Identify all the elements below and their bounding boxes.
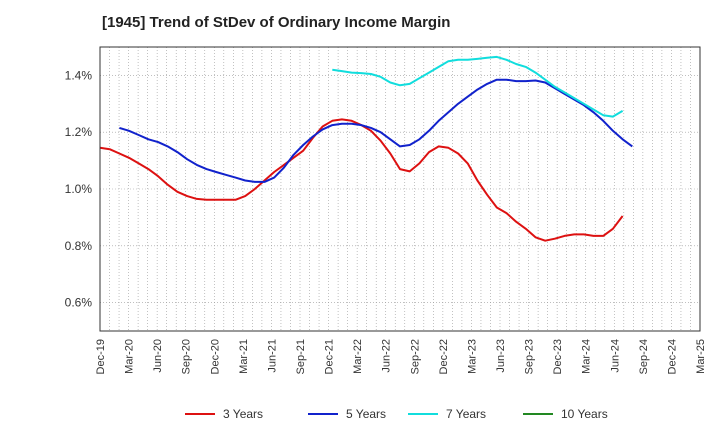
legend-label: 3 Years (223, 407, 263, 421)
y-tick-label: 1.4% (65, 68, 93, 82)
x-tick-label: Jun-22 (381, 339, 393, 373)
y-axis-ticks: 0.6% 0.8% 1.0% 1.2% 1.4% (65, 68, 93, 309)
chart-title: [1945] Trend of StDev of Ordinary Income… (102, 14, 451, 31)
x-tick-label: Mar-22 (352, 339, 364, 374)
x-tick-label: Mar-23 (466, 339, 478, 374)
x-tick-label: Dec-19 (95, 339, 107, 374)
x-tick-label: Dec-23 (552, 339, 564, 374)
x-tick-label: Sep-20 (181, 339, 193, 374)
legend: 3 Years 5 Years 7 Years 10 Years (185, 407, 608, 421)
x-tick-label: Sep-24 (638, 339, 650, 374)
x-tick-label: Mar-24 (581, 339, 593, 374)
grid-layer (100, 47, 700, 331)
legend-label: 10 Years (561, 407, 608, 421)
y-tick-label: 0.8% (65, 239, 93, 253)
plot-frame (99, 46, 701, 332)
y-tick-label: 1.2% (65, 125, 93, 139)
x-tick-label: Sep-23 (524, 339, 536, 374)
x-tick-label: Jun-20 (152, 339, 164, 373)
series-line-5-years (119, 78, 633, 183)
x-tick-label: Mar-25 (695, 339, 707, 374)
x-tick-label: Sep-22 (409, 339, 421, 374)
x-axis-ticks: Dec-19 Mar-20 Jun-20 Sep-20 Dec-20 Mar-21 Jun-… (95, 339, 707, 374)
y-tick-label: 1.0% (65, 182, 93, 196)
legend-label: 7 Years (446, 407, 486, 421)
x-tick-label: Jun-21 (266, 339, 278, 373)
y-tick-label: 0.6% (65, 296, 93, 310)
x-tick-label: Dec-21 (324, 339, 336, 374)
x-tick-label: Dec-20 (209, 339, 221, 374)
x-tick-label: Sep-21 (295, 339, 307, 374)
legend-label: 5 Years (346, 407, 386, 421)
x-tick-label: Jun-23 (495, 339, 507, 373)
series-layer (99, 55, 633, 242)
x-tick-label: Jun-24 (609, 339, 621, 373)
x-tick-label: Dec-22 (438, 339, 450, 374)
series-line-7-years (332, 55, 624, 118)
x-tick-label: Mar-20 (124, 339, 136, 374)
x-tick-label: Dec-24 (666, 339, 678, 374)
x-tick-label: Mar-21 (238, 339, 250, 374)
